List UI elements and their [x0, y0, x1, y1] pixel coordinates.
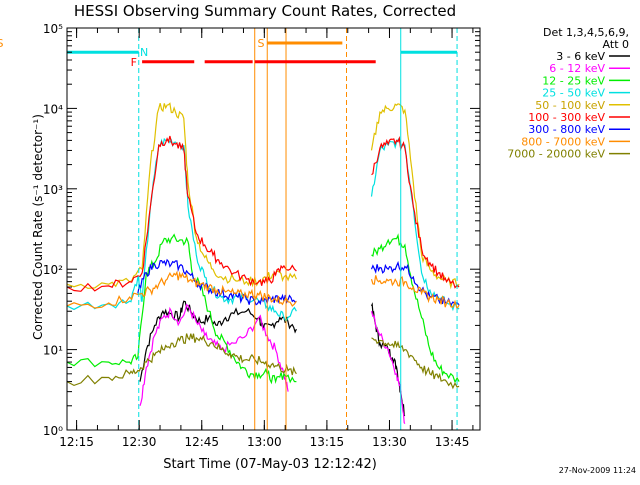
x-tick-label: 13:15: [310, 435, 345, 449]
marker-label-s: S: [0, 37, 4, 50]
y-tick-label: 10³: [43, 183, 63, 197]
series-line-9-part-1: [67, 333, 297, 387]
legend-entry-label: 12 - 25 keV: [542, 74, 605, 87]
series-line-8-part-1: [67, 270, 297, 309]
y-axis-label: Corrected Count Rate (s⁻¹ detector⁻¹): [31, 114, 45, 340]
plot-area: [67, 28, 460, 430]
series-line-5-part-1: [67, 102, 297, 290]
series-line-8-part-2: [370, 275, 460, 311]
legend-entry-label: 100 - 300 keV: [528, 111, 605, 124]
legend-entry-label: 50 - 100 keV: [535, 99, 605, 112]
y-tick-label: 10⁰: [43, 424, 63, 438]
y-tick-label: 10⁵: [43, 22, 63, 36]
series-line-5-part-2: [370, 103, 460, 290]
x-tick-label: 13:30: [372, 435, 407, 449]
series-line-2-part-2: [370, 311, 406, 424]
x-tick-label: 13:00: [247, 435, 282, 449]
footer-timestamp: 27-Nov-2009 11:24: [559, 466, 636, 475]
legend-entry-label: 6 - 12 keV: [549, 62, 605, 75]
legend-entry-label: 25 - 50 keV: [542, 87, 605, 100]
series-line-9-part-2: [371, 337, 460, 390]
legend-header-line: Att 0: [603, 38, 629, 51]
x-tick-label: 12:30: [122, 435, 157, 449]
series-line-6-part-1: [67, 135, 297, 292]
marker-label-n: N: [140, 46, 148, 59]
legend-entry-label: 300 - 800 keV: [528, 123, 605, 136]
y-tick-label: 10⁴: [43, 102, 63, 116]
x-tick-label: 13:45: [435, 435, 470, 449]
plot-frame: [66, 27, 481, 431]
plot-layer: N S S F: [0, 28, 460, 430]
x-tick-label: 12:15: [59, 435, 94, 449]
y-tick-label: 10²: [43, 263, 63, 277]
marker-label-s: S: [257, 37, 264, 50]
legend-header-line: Det 1,3,4,5,6,9,: [543, 26, 629, 39]
marker-label-f: F: [131, 56, 137, 69]
axes-layer: 10⁰ 10¹ 10² 10³ 10⁴ 10⁵ 12:15 12:30 12:45 13:00 13…: [43, 22, 481, 449]
chart-title: HESSI Observing Summary Count Rates, Cor…: [74, 2, 456, 20]
legend-entry-label: 800 - 7000 keV: [521, 135, 605, 148]
y-tick-label: 10¹: [43, 344, 63, 358]
series-line-7-part-2: [370, 260, 460, 307]
x-axis-label: Start Time (07-May-03 12:12:42): [163, 457, 377, 472]
series-line-2-part-1: [139, 303, 289, 406]
legend-entry-label: 7000 - 20000 keV: [507, 148, 605, 161]
series-line-6-part-2: [371, 135, 460, 289]
legend-entry-label: 3 - 6 keV: [556, 50, 605, 63]
x-tick-label: 12:45: [184, 435, 219, 449]
